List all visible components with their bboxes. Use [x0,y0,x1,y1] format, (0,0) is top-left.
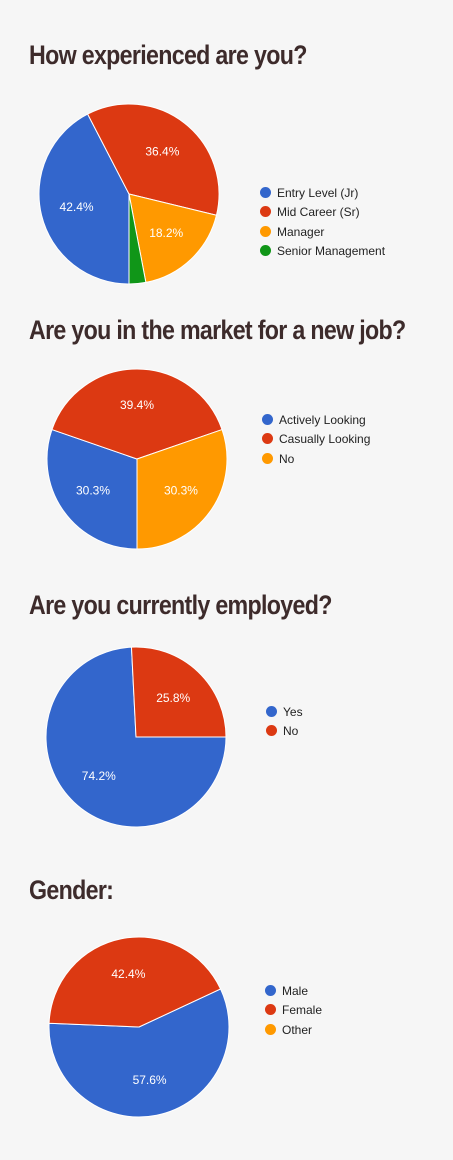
legend-label: Casually Looking [279,432,371,447]
legend-swatch [262,433,273,445]
pie-slice-label: 42.4% [111,967,145,981]
chart-section-1: How experienced are you? 42.4% 36.4% 18.2% E… [0,40,453,320]
legend-item-yes[interactable]: Yes [266,705,303,719]
legend-item-no[interactable]: No [266,724,298,738]
pie-slice-male[interactable] [48,988,230,1118]
legend-swatch [262,452,273,464]
pie-slice-label: 30.3% [164,483,198,497]
pie-slice-label: 57.6% [133,1073,167,1087]
chart-section-3: Are you currently employed? 74.2% 25.8% Yes… [0,590,453,870]
chart-title: Are you in the market for a new job? [29,315,406,345]
pie-slice-label: 42.4% [60,200,94,214]
legend-item-no[interactable]: No [262,452,294,466]
legend-label: Manager [277,224,325,239]
legend-label: Female [282,1003,323,1018]
legend-label: Mid Career (Sr) [277,205,360,220]
legend-item-senior-management[interactable]: Senior Management [260,244,385,258]
legend-swatch [266,706,277,717]
legend-label: No [283,724,299,739]
legend-swatch [265,1023,276,1035]
legend-label: Senior Management [277,243,386,258]
legend-item-manager[interactable]: Manager [260,225,324,239]
pie-slice-label: 74.2% [82,769,116,783]
chart-title: Gender: [29,875,114,905]
legend-item-casually-looking[interactable]: Casually Looking [262,432,370,446]
legend-label: Male [282,984,309,998]
chart-title: How experienced are you? [29,40,307,70]
legend-item-actively-looking[interactable]: Actively Looking [262,413,366,427]
pie-slice-label: 18.2% [149,226,183,240]
legend-swatch [265,985,276,996]
pie-slice-no[interactable] [136,428,228,550]
pie-slice-manager[interactable] [128,193,218,283]
legend-item-entry-level-jr[interactable]: Entry Level (Jr) [260,186,358,200]
pie-slice-no[interactable] [130,646,227,738]
legend-swatch [260,206,271,218]
legend-label: Actively Looking [279,413,366,427]
legend-item-mid-career-sr[interactable]: Mid Career (Sr) [260,205,360,219]
legend-label: Other [282,1022,313,1037]
pie-chart: 30.3% 39.4% 30.3% [46,368,228,550]
pie-slice-label: 36.4% [145,145,179,159]
pie-chart: 74.2% 25.8% [45,646,227,828]
pie-slice-label: 39.4% [120,398,154,412]
legend-label: Yes [283,705,303,719]
pie-slice-senior-management[interactable] [128,193,147,285]
legend-swatch [265,1004,276,1016]
legend-swatch [260,244,271,256]
pie-chart: 57.6% 42.4% [48,936,230,1118]
chart-title: Are you currently employed? [29,590,332,620]
pie-slice-label: 25.8% [156,691,190,705]
legend-item-female[interactable]: Female [265,1003,322,1017]
legend-swatch [260,225,271,237]
chart-section-2: Are you in the market for a new job? 30.3… [0,315,453,595]
pie-slice-label: 30.3% [76,483,110,497]
legend-swatch [266,725,277,737]
chart-section-4: Gender: 57.6% 42.4% Male Female Other [0,875,453,1155]
pie-slice-actively-looking[interactable] [46,428,138,550]
legend-swatch [260,187,271,198]
legend-label: Entry Level (Jr) [277,186,359,200]
pie-chart: 42.4% 36.4% 18.2% [38,103,220,285]
pie-slice-female[interactable] [48,936,222,1028]
legend-swatch [262,414,273,425]
pie-slice-entry-level-jr[interactable] [38,113,130,285]
legend-item-male[interactable]: Male [265,984,308,998]
legend-item-other[interactable]: Other [265,1023,312,1037]
pie-slice-mid-career-sr[interactable] [86,103,220,216]
legend-label: No [279,451,295,466]
pie-slice-casually-looking[interactable] [51,368,223,460]
